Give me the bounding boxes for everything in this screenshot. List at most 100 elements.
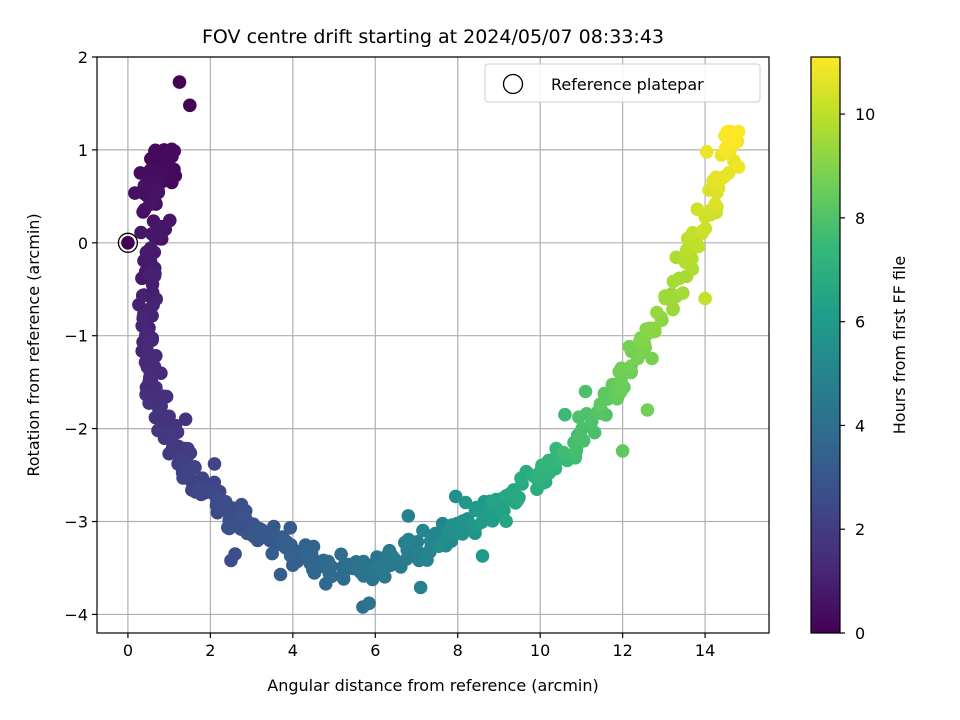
data-point bbox=[324, 559, 339, 574]
data-point bbox=[468, 503, 483, 518]
data-points bbox=[128, 75, 746, 614]
data-point bbox=[575, 421, 590, 436]
data-point bbox=[155, 219, 169, 234]
data-point bbox=[666, 274, 681, 289]
data-point bbox=[180, 467, 194, 482]
data-point bbox=[228, 547, 242, 561]
y-tick-label: −1 bbox=[64, 327, 88, 346]
x-tick-label: 4 bbox=[288, 641, 298, 660]
data-point bbox=[558, 407, 572, 422]
data-point bbox=[207, 457, 222, 471]
reference-ring bbox=[117, 232, 139, 253]
data-point bbox=[587, 425, 602, 440]
colorbar-tick-label: 8 bbox=[855, 209, 865, 228]
data-point bbox=[676, 286, 690, 300]
data-point bbox=[416, 523, 430, 538]
data-point bbox=[137, 253, 151, 268]
data-point bbox=[698, 291, 712, 306]
data-point bbox=[448, 489, 463, 504]
colorbar bbox=[810, 56, 841, 634]
colorbar-tick-label: 10 bbox=[855, 105, 875, 124]
data-point bbox=[401, 509, 416, 523]
data-point bbox=[700, 145, 714, 159]
y-tick-label: −2 bbox=[64, 420, 88, 439]
data-point bbox=[640, 403, 655, 417]
data-point bbox=[162, 426, 176, 440]
data-point bbox=[708, 197, 722, 211]
data-point bbox=[378, 570, 392, 584]
data-point bbox=[593, 397, 608, 411]
data-point bbox=[650, 305, 664, 320]
data-point bbox=[172, 75, 187, 89]
data-point bbox=[432, 539, 446, 553]
chart-title: FOV centre drift starting at 2024/05/07 … bbox=[202, 26, 664, 48]
data-point bbox=[690, 202, 705, 216]
data-point bbox=[691, 239, 706, 254]
colorbar-tick-label: 6 bbox=[855, 313, 865, 332]
data-point bbox=[254, 523, 269, 537]
x-tick-label: 0 bbox=[123, 641, 133, 660]
data-point bbox=[178, 412, 193, 427]
data-point bbox=[401, 532, 416, 547]
data-point bbox=[306, 562, 320, 577]
data-point bbox=[128, 186, 142, 200]
x-tick-label: 2 bbox=[205, 641, 215, 660]
data-point bbox=[612, 364, 626, 379]
legend-box bbox=[484, 63, 761, 103]
data-point bbox=[151, 184, 165, 198]
y-tick-label: −4 bbox=[64, 605, 88, 624]
colorbar-label: Hours from first FF file bbox=[890, 256, 909, 435]
x-tick-label: 10 bbox=[530, 641, 550, 660]
grid bbox=[97, 56, 769, 633]
colorbar-tick-label: 4 bbox=[855, 416, 865, 435]
data-point bbox=[556, 445, 571, 460]
data-point bbox=[236, 508, 250, 523]
data-point bbox=[167, 144, 181, 158]
data-point bbox=[497, 503, 511, 518]
data-point bbox=[324, 569, 339, 584]
x-axis-label: Angular distance from reference (arcmin) bbox=[267, 676, 598, 695]
data-point bbox=[283, 548, 298, 563]
data-point bbox=[221, 520, 235, 535]
data-point bbox=[506, 487, 520, 501]
data-point bbox=[413, 580, 428, 595]
y-tick-label: 2 bbox=[78, 48, 88, 67]
data-point bbox=[721, 126, 736, 141]
y-tick-label: −3 bbox=[64, 513, 88, 532]
data-point bbox=[458, 495, 473, 510]
x-tick-label: 6 bbox=[370, 641, 380, 660]
legend-entry: Reference platepar bbox=[551, 75, 704, 94]
data-point bbox=[698, 221, 713, 236]
data-point bbox=[731, 160, 746, 174]
data-point bbox=[134, 225, 148, 240]
data-point bbox=[140, 342, 154, 356]
data-point bbox=[579, 407, 594, 421]
data-point bbox=[155, 158, 170, 173]
data-point bbox=[578, 384, 593, 399]
data-point bbox=[715, 171, 729, 186]
data-point bbox=[385, 549, 400, 563]
y-tick-label: 1 bbox=[78, 141, 88, 160]
data-point bbox=[136, 311, 150, 326]
x-tick-label: 14 bbox=[695, 641, 715, 660]
data-point bbox=[613, 385, 628, 400]
data-point bbox=[163, 169, 177, 183]
data-point bbox=[273, 567, 288, 582]
data-point bbox=[275, 536, 289, 551]
data-point bbox=[265, 546, 280, 561]
x-axis-ticks: 0 2 4 6 8 10 12 14 bbox=[123, 633, 715, 660]
data-point bbox=[283, 521, 298, 535]
data-point bbox=[372, 559, 386, 574]
data-point bbox=[221, 505, 235, 519]
reference-point bbox=[121, 236, 135, 250]
data-point bbox=[144, 196, 159, 210]
data-point bbox=[480, 507, 495, 522]
data-point bbox=[647, 321, 662, 336]
data-point bbox=[485, 495, 500, 509]
data-point bbox=[615, 444, 630, 458]
legend-marker bbox=[502, 73, 524, 95]
data-point bbox=[475, 549, 490, 563]
data-point bbox=[666, 302, 680, 317]
data-point bbox=[572, 432, 586, 447]
